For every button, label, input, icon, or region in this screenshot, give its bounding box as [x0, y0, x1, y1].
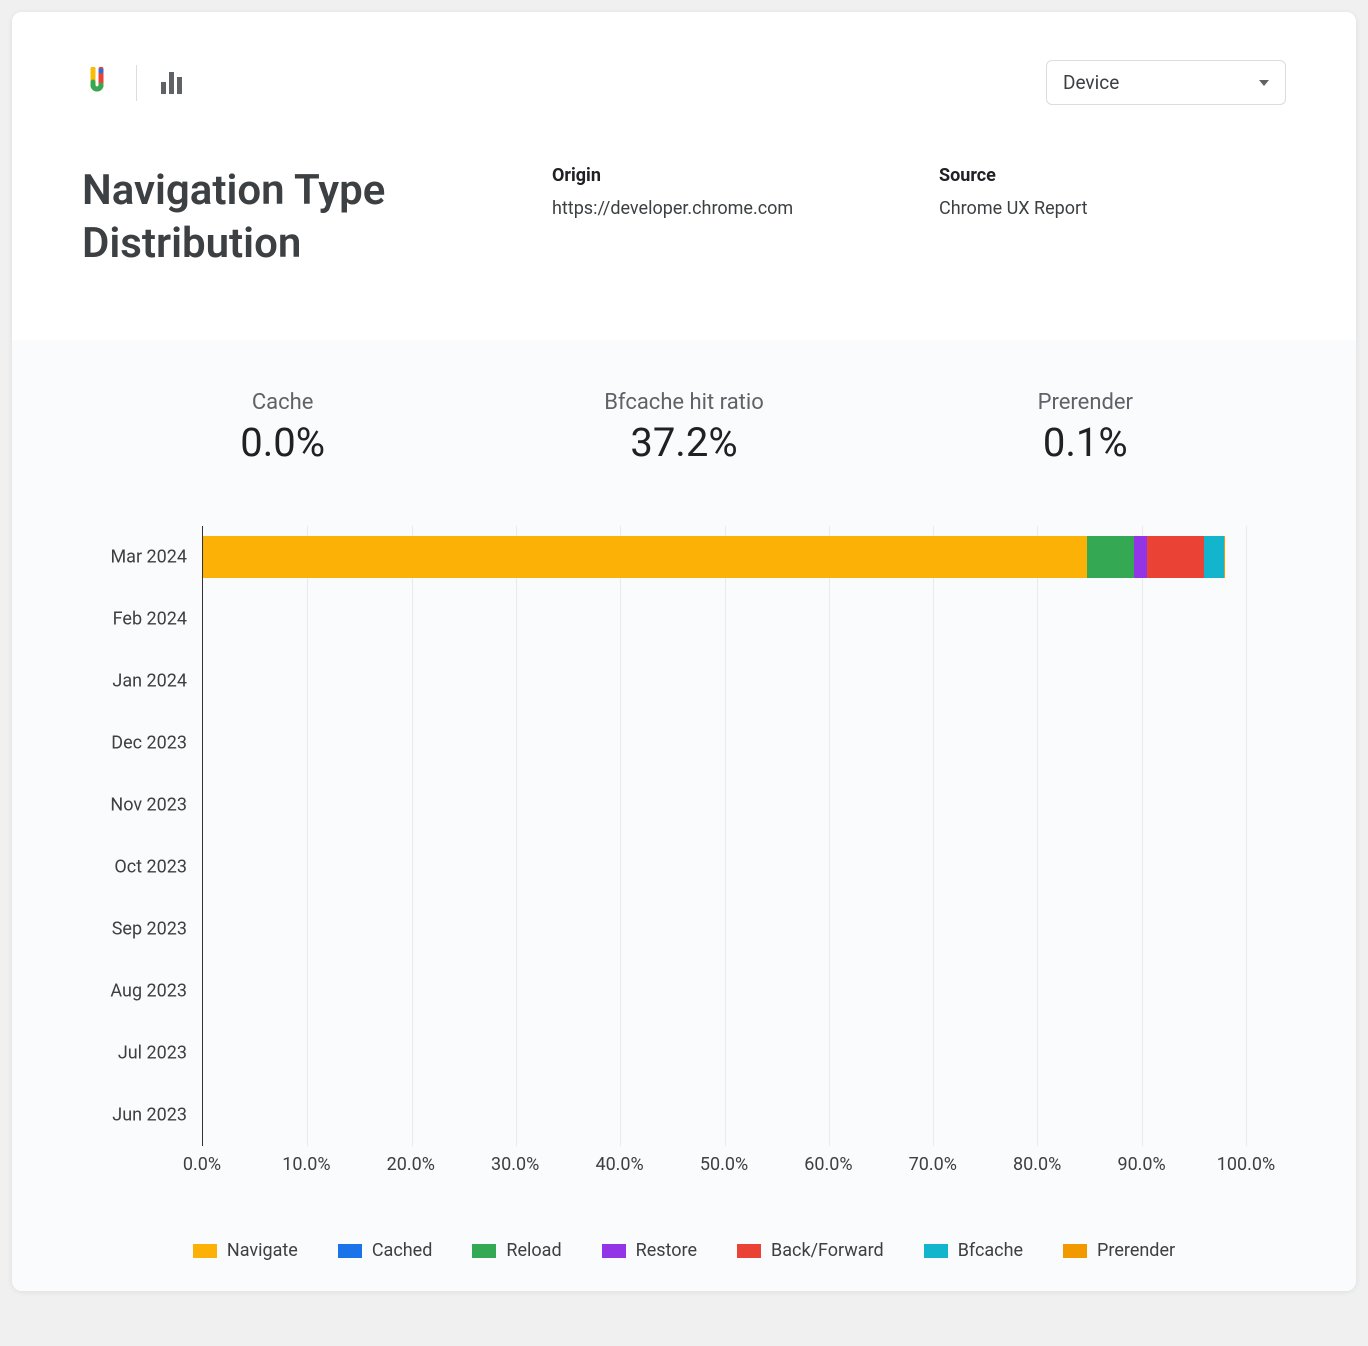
- chart-plot: Mar 2024Feb 2024Jan 2024Dec 2023Nov 2023…: [202, 526, 1246, 1146]
- vertical-divider: [136, 65, 137, 101]
- x-axis-tick: 50.0%: [700, 1154, 748, 1175]
- y-axis-label: Feb 2024: [113, 609, 203, 630]
- legend-swatch-icon: [472, 1244, 496, 1258]
- x-axis-tick: 90.0%: [1117, 1154, 1165, 1175]
- bar-segment-backforward: [1147, 536, 1204, 578]
- metric-label: Prerender: [885, 390, 1286, 415]
- legend-swatch-icon: [193, 1244, 217, 1258]
- y-axis-label: Oct 2023: [114, 857, 203, 878]
- y-axis-label: Jan 2024: [112, 671, 203, 692]
- x-axis-tick: 0.0%: [183, 1154, 221, 1175]
- legend-swatch-icon: [602, 1244, 626, 1258]
- bar-row: [203, 536, 1246, 578]
- x-axis-tick: 100.0%: [1217, 1154, 1275, 1175]
- legend-label: Cached: [372, 1240, 433, 1261]
- bar-segment-reload: [1087, 536, 1134, 578]
- bar-segment-prerender: [1224, 536, 1225, 578]
- metric-value: 0.0%: [82, 419, 483, 466]
- bar-row: [203, 660, 1246, 702]
- legend-item-restore[interactable]: Restore: [602, 1240, 697, 1261]
- legend-item-prerender[interactable]: Prerender: [1063, 1240, 1175, 1261]
- source-label: Source: [939, 165, 1286, 186]
- legend-item-backforward[interactable]: Back/Forward: [737, 1240, 884, 1261]
- x-axis-tick: 70.0%: [909, 1154, 957, 1175]
- bar-chart-icon: [161, 72, 183, 94]
- chart-legend: Navigate Cached Reload Restore Back/Forward B…: [82, 1240, 1286, 1261]
- bar-row: [203, 598, 1246, 640]
- brand-logo-icon: [82, 67, 112, 99]
- source-block: Source Chrome UX Report: [939, 165, 1286, 270]
- y-axis-label: Jun 2023: [112, 1105, 203, 1126]
- y-axis-label: Jul 2023: [118, 1043, 203, 1064]
- legend-item-cached[interactable]: Cached: [338, 1240, 433, 1261]
- bar-row: [203, 970, 1246, 1012]
- x-axis-tick: 10.0%: [282, 1154, 330, 1175]
- y-axis-label: Aug 2023: [110, 981, 203, 1002]
- dashboard-card: Device Navigation Type Distribution Orig…: [12, 12, 1356, 1291]
- bar-row: [203, 846, 1246, 888]
- bar-row: [203, 722, 1246, 764]
- bar-row: [203, 1094, 1246, 1136]
- metric: Cache 0.0%: [82, 390, 483, 466]
- header-zone: Device Navigation Type Distribution Orig…: [12, 12, 1356, 340]
- x-axis-tick: 30.0%: [491, 1154, 539, 1175]
- y-axis-label: Sep 2023: [112, 919, 203, 940]
- x-axis: 0.0%10.0%20.0%30.0%40.0%50.0%60.0%70.0%8…: [202, 1154, 1246, 1184]
- metric-value: 37.2%: [483, 419, 884, 466]
- bar-segment-bfcache: [1204, 536, 1224, 578]
- legend-swatch-icon: [1063, 1244, 1087, 1258]
- legend-item-bfcache[interactable]: Bfcache: [924, 1240, 1023, 1261]
- legend-label: Back/Forward: [771, 1240, 884, 1261]
- metric-label: Cache: [82, 390, 483, 415]
- bar-segment-restore: [1134, 536, 1147, 578]
- legend-label: Reload: [506, 1240, 561, 1261]
- legend-item-navigate[interactable]: Navigate: [193, 1240, 298, 1261]
- legend-swatch-icon: [338, 1244, 362, 1258]
- legend-label: Bfcache: [958, 1240, 1023, 1261]
- top-bar: Device: [82, 60, 1286, 105]
- device-select-label: Device: [1063, 71, 1119, 94]
- legend-label: Prerender: [1097, 1240, 1175, 1261]
- y-axis-label: Mar 2024: [110, 547, 203, 568]
- metric: Prerender 0.1%: [885, 390, 1286, 466]
- metrics-row: Cache 0.0%Bfcache hit ratio 37.2%Prerender…: [82, 390, 1286, 466]
- legend-swatch-icon: [737, 1244, 761, 1258]
- device-select[interactable]: Device: [1046, 60, 1286, 105]
- origin-value: https://developer.chrome.com: [552, 198, 899, 219]
- origin-label: Origin: [552, 165, 899, 186]
- legend-label: Navigate: [227, 1240, 298, 1261]
- bar-row: [203, 1032, 1246, 1074]
- y-axis-label: Nov 2023: [110, 795, 203, 816]
- grid-line: [1246, 526, 1247, 1146]
- chart-container: Mar 2024Feb 2024Jan 2024Dec 2023Nov 2023…: [202, 526, 1246, 1184]
- x-axis-tick: 80.0%: [1013, 1154, 1061, 1175]
- legend-label: Restore: [636, 1240, 697, 1261]
- y-axis-label: Dec 2023: [111, 733, 203, 754]
- x-axis-tick: 20.0%: [387, 1154, 435, 1175]
- top-bar-left: [82, 65, 183, 101]
- x-axis-tick: 40.0%: [595, 1154, 643, 1175]
- metric: Bfcache hit ratio 37.2%: [483, 390, 884, 466]
- bar-row: [203, 784, 1246, 826]
- x-axis-tick: 60.0%: [804, 1154, 852, 1175]
- origin-block: Origin https://developer.chrome.com: [552, 165, 899, 270]
- bar-row: [203, 908, 1246, 950]
- legend-swatch-icon: [924, 1244, 948, 1258]
- chart-zone: Cache0.0%Bfcache hit ratio37.2%Prerender…: [12, 340, 1356, 1291]
- legend-item-reload[interactable]: Reload: [472, 1240, 561, 1261]
- bar-segment-navigate: [203, 536, 1087, 578]
- metric-label: Bfcache hit ratio: [483, 390, 884, 415]
- chevron-down-icon: [1259, 80, 1269, 86]
- title-row: Navigation Type Distribution Origin http…: [82, 165, 1286, 270]
- metric-value: 0.1%: [885, 419, 1286, 466]
- source-value: Chrome UX Report: [939, 198, 1286, 219]
- page-title: Navigation Type Distribution: [82, 165, 512, 270]
